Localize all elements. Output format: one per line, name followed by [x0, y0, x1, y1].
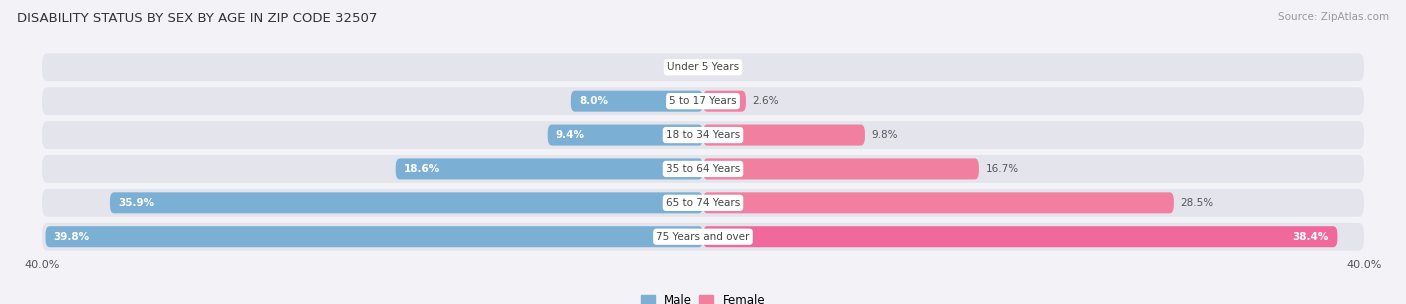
FancyBboxPatch shape	[395, 158, 703, 179]
Text: 35.9%: 35.9%	[118, 198, 155, 208]
FancyBboxPatch shape	[42, 54, 1364, 81]
FancyBboxPatch shape	[548, 125, 703, 146]
Legend: Male, Female: Male, Female	[641, 294, 765, 304]
Text: 8.0%: 8.0%	[579, 96, 609, 106]
Text: 5 to 17 Years: 5 to 17 Years	[669, 96, 737, 106]
FancyBboxPatch shape	[703, 91, 747, 112]
Text: 18 to 34 Years: 18 to 34 Years	[666, 130, 740, 140]
Text: Source: ZipAtlas.com: Source: ZipAtlas.com	[1278, 12, 1389, 22]
Text: 65 to 74 Years: 65 to 74 Years	[666, 198, 740, 208]
FancyBboxPatch shape	[703, 226, 1337, 247]
FancyBboxPatch shape	[703, 192, 1174, 213]
Text: 0.0%: 0.0%	[671, 62, 696, 72]
Text: 38.4%: 38.4%	[1292, 232, 1329, 242]
FancyBboxPatch shape	[42, 87, 1364, 115]
FancyBboxPatch shape	[703, 125, 865, 146]
FancyBboxPatch shape	[42, 189, 1364, 217]
Text: 16.7%: 16.7%	[986, 164, 1018, 174]
Text: DISABILITY STATUS BY SEX BY AGE IN ZIP CODE 32507: DISABILITY STATUS BY SEX BY AGE IN ZIP C…	[17, 12, 377, 25]
Text: 9.4%: 9.4%	[555, 130, 585, 140]
Text: 39.8%: 39.8%	[53, 232, 90, 242]
Text: 28.5%: 28.5%	[1181, 198, 1213, 208]
FancyBboxPatch shape	[42, 121, 1364, 149]
Text: 9.8%: 9.8%	[872, 130, 898, 140]
FancyBboxPatch shape	[110, 192, 703, 213]
Text: 0.0%: 0.0%	[710, 62, 735, 72]
Text: 35 to 64 Years: 35 to 64 Years	[666, 164, 740, 174]
FancyBboxPatch shape	[42, 155, 1364, 183]
FancyBboxPatch shape	[703, 158, 979, 179]
Text: 18.6%: 18.6%	[404, 164, 440, 174]
FancyBboxPatch shape	[571, 91, 703, 112]
FancyBboxPatch shape	[45, 226, 703, 247]
FancyBboxPatch shape	[42, 223, 1364, 250]
Text: Under 5 Years: Under 5 Years	[666, 62, 740, 72]
Text: 2.6%: 2.6%	[752, 96, 779, 106]
Text: 75 Years and over: 75 Years and over	[657, 232, 749, 242]
